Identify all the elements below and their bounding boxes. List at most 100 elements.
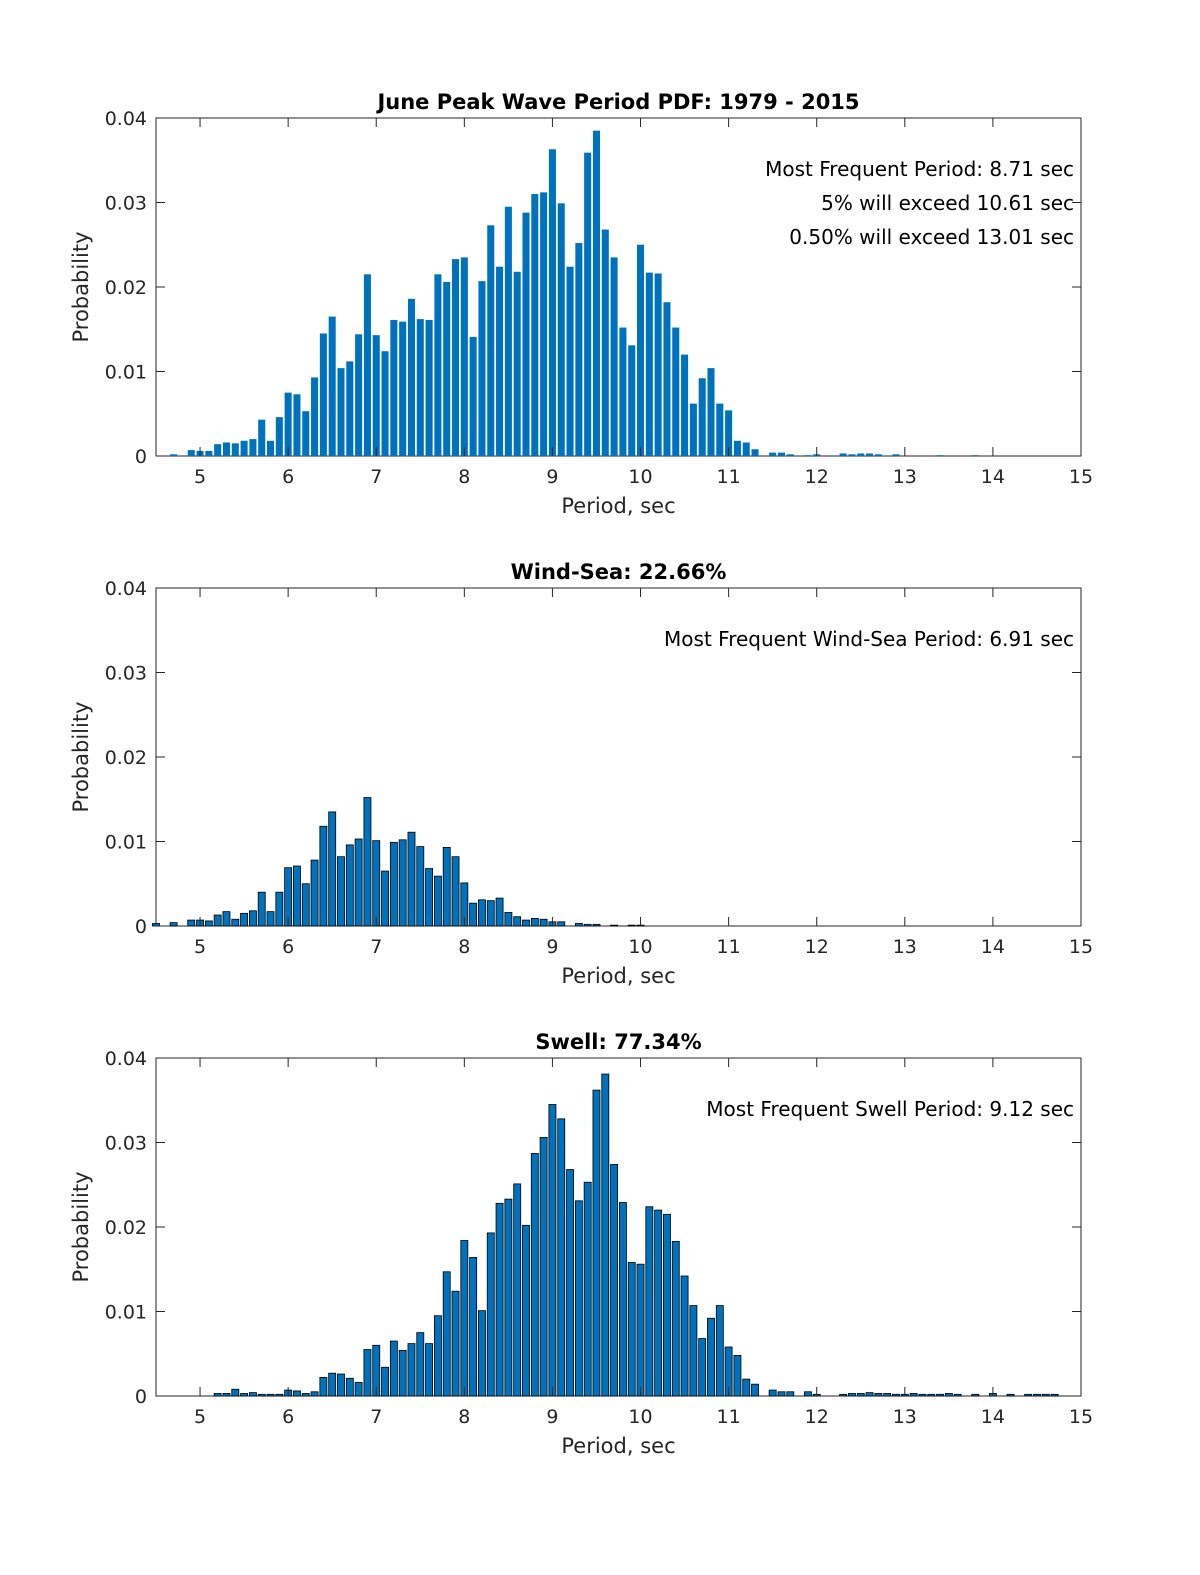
bar <box>839 1393 848 1397</box>
y-tick-label: 0.04 <box>105 578 147 600</box>
bar <box>698 1338 707 1397</box>
bar <box>725 410 733 456</box>
bar <box>566 266 574 456</box>
bar <box>610 924 619 927</box>
bar <box>848 1393 856 1397</box>
bar <box>539 918 548 927</box>
bar <box>257 891 266 927</box>
bar <box>1041 1393 1050 1397</box>
bar <box>486 900 495 927</box>
bar <box>249 439 257 456</box>
bar <box>469 902 478 927</box>
x-tick-label: 6 <box>282 936 294 958</box>
bar <box>478 281 486 456</box>
bar <box>293 865 301 927</box>
bar <box>584 152 592 456</box>
bar <box>601 1073 610 1397</box>
bar <box>310 859 319 927</box>
y-tick-label: 0.02 <box>105 1217 147 1239</box>
bar <box>425 868 434 927</box>
y-tick-label: 0.02 <box>105 747 147 769</box>
bar <box>398 839 407 927</box>
bar <box>601 229 609 456</box>
x-tick-label: 14 <box>981 466 1005 488</box>
bar <box>513 916 522 927</box>
y-tick-label: 0 <box>135 1386 147 1408</box>
x-tick-label: 8 <box>458 936 470 958</box>
bar <box>328 1372 337 1397</box>
bar <box>381 1366 389 1397</box>
bar <box>240 1393 249 1397</box>
bar <box>248 1392 257 1397</box>
bar <box>645 272 653 456</box>
bar <box>530 1153 539 1397</box>
bar <box>522 212 530 456</box>
bar <box>566 1169 574 1397</box>
x-tick-label: 11 <box>717 1406 741 1428</box>
x-tick-label: 12 <box>805 1406 829 1428</box>
x-tick-label: 12 <box>805 936 829 958</box>
bar <box>866 453 874 456</box>
bar <box>530 917 539 927</box>
bar <box>452 259 460 456</box>
bar <box>381 870 389 927</box>
bar <box>892 454 900 456</box>
bar <box>856 1393 865 1397</box>
bar <box>381 351 389 456</box>
annotation-text: Most Frequent Swell Period: 9.12 sec <box>706 1097 1074 1121</box>
bar <box>618 1202 627 1397</box>
bar <box>416 319 424 456</box>
bar <box>495 897 504 927</box>
bar <box>804 455 812 456</box>
bar <box>583 1181 592 1397</box>
bar <box>733 1355 742 1397</box>
bar <box>918 1393 927 1397</box>
bar <box>354 1382 363 1397</box>
bar <box>548 149 556 456</box>
bar <box>1050 1393 1059 1397</box>
y-axis-label: Probability <box>69 231 93 342</box>
bar <box>425 319 433 456</box>
bar <box>592 1089 601 1397</box>
x-tick-label: 7 <box>370 466 382 488</box>
bar <box>971 1393 980 1397</box>
bar <box>310 1391 319 1397</box>
chart-panel-1: 5 6 7 8 9 10 11 12 13 14 15 0 0.01 0.02 0.03 0.04 June P… <box>69 90 1093 518</box>
bar <box>433 1315 442 1397</box>
bar <box>328 316 336 456</box>
y-tick-label: 0.02 <box>105 277 147 299</box>
bar <box>672 327 680 456</box>
x-tick-label: 13 <box>893 936 917 958</box>
x-tick-label: 7 <box>370 936 382 958</box>
bar <box>504 206 512 456</box>
chart-title: Wind-Sea: 22.66% <box>511 560 727 584</box>
plot-area <box>155 117 1082 457</box>
bar <box>786 1391 795 1397</box>
bar <box>478 1310 486 1397</box>
bar <box>944 1393 953 1397</box>
bar <box>302 411 310 456</box>
bar <box>345 844 354 927</box>
bar <box>619 327 627 456</box>
bar <box>487 225 495 456</box>
bar <box>627 1262 636 1397</box>
y-tick-label: 0.03 <box>105 663 147 685</box>
bar <box>443 281 451 456</box>
bar <box>689 403 697 456</box>
bar <box>275 891 284 927</box>
bar <box>575 243 583 456</box>
bar <box>689 1305 698 1397</box>
annotation-text: Most Frequent Period: 8.71 sec <box>765 157 1074 181</box>
x-tick-label: 9 <box>546 936 558 958</box>
y-tick-label: 0.04 <box>105 1048 147 1070</box>
bar <box>390 319 398 456</box>
bar <box>407 298 415 456</box>
x-tick-label: 9 <box>546 1406 558 1428</box>
bar <box>337 856 345 927</box>
x-tick-label: 5 <box>194 936 206 958</box>
bar <box>1033 1393 1041 1397</box>
bar <box>222 911 231 927</box>
bar <box>275 1393 284 1397</box>
bar <box>698 378 706 456</box>
